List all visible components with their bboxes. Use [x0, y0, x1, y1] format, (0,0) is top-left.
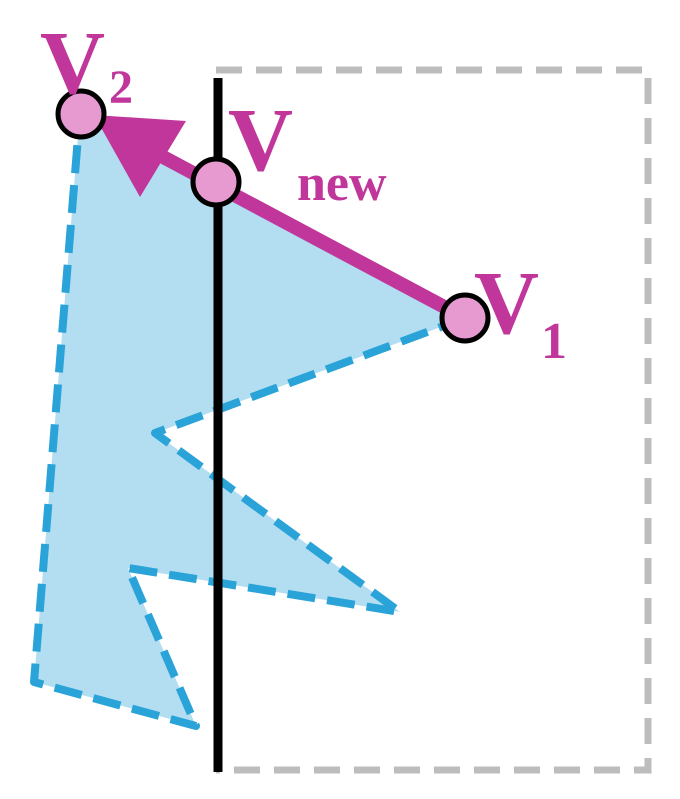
- label-v2-main: V: [40, 14, 105, 113]
- label-vnew-sub: new: [297, 155, 387, 212]
- label-vnew-main: V: [228, 91, 293, 190]
- vertex-vnew-marker: [190, 156, 242, 208]
- polygon-outline: [30, 111, 467, 730]
- edge-arrowhead: [94, 115, 186, 197]
- label-v2-sub: 2: [109, 61, 133, 114]
- label-v1-main: V: [474, 254, 539, 353]
- label-v1-sub: 1: [541, 313, 567, 370]
- label-v2: V2: [40, 14, 133, 114]
- vertex-v2-marker: [55, 88, 107, 140]
- label-vnew: Vnew: [228, 91, 387, 212]
- clip-region-box: [216, 66, 652, 774]
- label-v1: V1: [474, 254, 567, 370]
- vertex-v1-marker: [439, 292, 491, 344]
